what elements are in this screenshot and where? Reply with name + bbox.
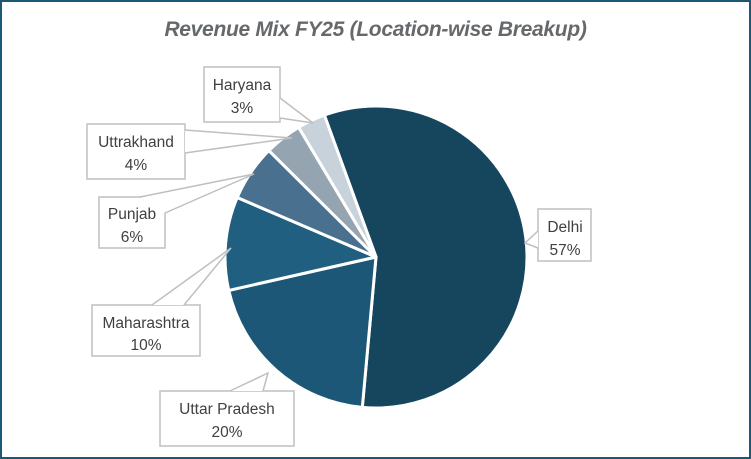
callout-box-delhi xyxy=(537,208,592,262)
pie-slices xyxy=(223,104,529,410)
pie-slice-maharashtra xyxy=(223,196,378,292)
pie-slice-haryana xyxy=(297,113,378,259)
label-delhi-pct: 57% xyxy=(549,242,580,259)
leader-line-uttrakhand xyxy=(184,129,293,154)
label-uttrakhand-pct: 4% xyxy=(125,157,148,174)
label-uttar-pradesh-pct: 20% xyxy=(211,424,242,441)
callout-box-maharashtra xyxy=(91,304,201,357)
label-punjab: Punjab xyxy=(108,206,156,223)
leader-line-delhi xyxy=(523,230,539,249)
callout-maharashtra: Maharashtra 10% xyxy=(91,247,232,357)
label-maharashtra-pct: 10% xyxy=(130,337,161,354)
chart-title: Revenue Mix FY25 (Location-wise Breakup) xyxy=(164,18,587,41)
leader-line-haryana xyxy=(279,97,314,124)
label-punjab-pct: 6% xyxy=(121,229,144,246)
callout-uttar-pradesh: Uttar Pradesh 20% xyxy=(159,371,295,447)
label-uttrakhand: Uttrakhand xyxy=(98,134,174,151)
label-haryana-pct: 3% xyxy=(231,100,254,117)
pie-slice-uttar-pradesh xyxy=(227,255,378,409)
callout-delhi: Delhi 57% xyxy=(523,208,592,262)
label-maharashtra: Maharashtra xyxy=(102,315,189,332)
label-uttar-pradesh: Uttar Pradesh xyxy=(179,401,275,418)
callout-uttrakhand: Uttrakhand 4% xyxy=(86,123,293,180)
leader-line-punjab xyxy=(139,173,255,214)
label-delhi: Delhi xyxy=(547,219,582,236)
label-haryana: Haryana xyxy=(213,77,272,94)
callout-box-uttrakhand xyxy=(86,123,186,180)
callout-box-uttar-pradesh xyxy=(159,390,295,447)
callout-punjab: Punjab 6% xyxy=(98,173,255,249)
pie-slice-delhi xyxy=(322,104,529,410)
callout-haryana: Haryana 3% xyxy=(203,66,314,124)
leader-line-maharashtra xyxy=(151,247,232,306)
leader-line-uttar-pradesh xyxy=(229,371,270,392)
callout-box-haryana xyxy=(203,66,281,123)
